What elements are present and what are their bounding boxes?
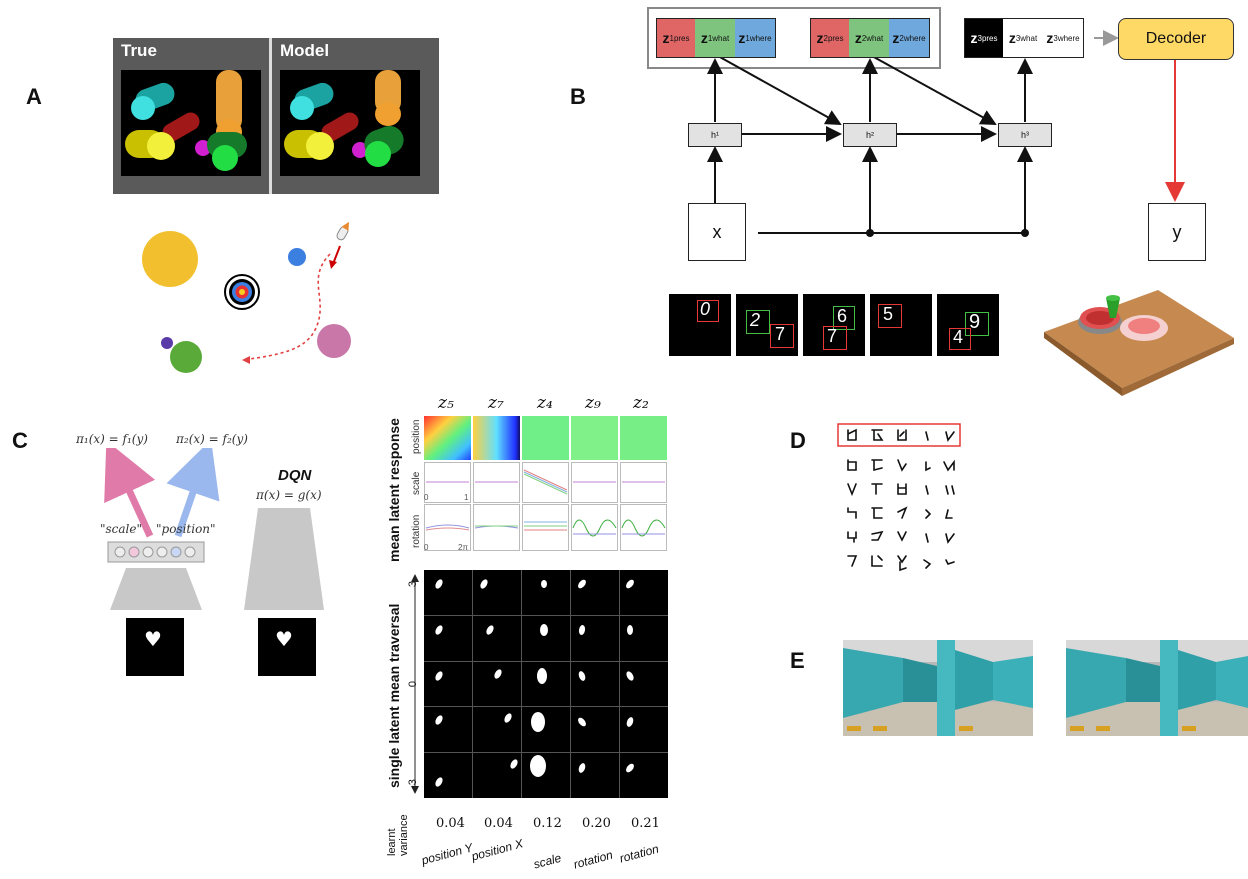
- traversal-grid: [424, 570, 668, 798]
- z-group-3: z 3 pres z 3 what z 3 where: [964, 18, 1084, 58]
- latent-header: z₅: [438, 393, 454, 413]
- variance-value: 0.04: [436, 816, 465, 831]
- latent-header: z₇: [488, 393, 504, 413]
- maze-frame-2: [1066, 640, 1248, 736]
- mnist-example: 6 7: [803, 294, 865, 356]
- digit: 9: [969, 311, 981, 333]
- latent-header: z₉: [585, 393, 601, 413]
- latent-header: z₂: [633, 393, 649, 413]
- navigation-scene: [142, 221, 351, 373]
- traversal-label: single latent mean traversal: [386, 603, 402, 788]
- z-group-1: z 1 pres z 1 what z 1 where: [656, 18, 776, 58]
- rotation-tick-2pi: 2π: [458, 543, 468, 552]
- true-render: [121, 70, 261, 176]
- digit: 7: [775, 324, 786, 344]
- h-box-3: h³: [998, 123, 1052, 147]
- digit: 0: [700, 299, 711, 319]
- model-render: [280, 70, 420, 176]
- traversal-axis: [411, 574, 419, 794]
- maze-frame-1: [843, 640, 1033, 736]
- render-comparison: True Model: [113, 38, 439, 194]
- z-what-cell: z 3 what: [1003, 19, 1043, 57]
- position-word: "position": [156, 522, 216, 536]
- factor-name: position X: [470, 836, 525, 864]
- latent-header: z₄: [537, 393, 553, 413]
- bbox-red: [949, 328, 971, 350]
- factor-name: rotation: [618, 841, 661, 866]
- factor-name: position Y: [420, 840, 475, 868]
- factor-name: scale: [532, 850, 563, 872]
- z-pres-cell: z 2 pres: [811, 19, 849, 57]
- digit: 7: [827, 326, 838, 346]
- scale-word: "scale": [100, 522, 143, 536]
- rotation-tick-0: 0: [424, 543, 429, 552]
- mnist-example: 2 7: [736, 294, 798, 356]
- h-box-1: h¹: [688, 123, 742, 147]
- omniglot-grid: [837, 423, 961, 572]
- air-architecture-diagram: [647, 7, 1185, 237]
- y-output-box: y: [1148, 203, 1206, 261]
- variance-value: 0.20: [582, 816, 611, 831]
- mnist-example: 5: [870, 294, 932, 356]
- true-label: True: [121, 41, 157, 60]
- mnist-example: 0: [669, 294, 731, 356]
- z-where-cell: z 1 where: [735, 19, 775, 57]
- mnist-example: 9 4: [937, 294, 999, 356]
- traversal-tick: 3: [407, 580, 420, 588]
- z-pres-cell: z 3 pres: [965, 19, 1003, 57]
- dqn-equation: π(x) = g(x): [256, 488, 322, 502]
- panel-e-letter: E: [790, 648, 805, 673]
- factor-name: rotation: [572, 847, 615, 872]
- bbox-red: [697, 300, 719, 322]
- pi2-equation: π₂(x) = f₂(y): [176, 432, 248, 446]
- digit: 4: [953, 327, 964, 347]
- traversal-tick: -3: [406, 779, 419, 789]
- panel-a-letter: A: [26, 84, 42, 109]
- h-box-2: h²: [843, 123, 897, 147]
- panel-d-letter: D: [790, 428, 806, 453]
- model-label: Model: [280, 41, 330, 60]
- z-group-2: z 2 pres z 2 what z 2 where: [810, 18, 930, 58]
- digit: 2: [750, 310, 761, 330]
- svg-text:♥: ♥: [275, 627, 293, 651]
- bbox-red: [878, 304, 902, 328]
- mean-latent-response-label: mean latent response: [386, 418, 402, 562]
- z-what-cell: z 1 what: [695, 19, 735, 57]
- bbox-green: [833, 306, 855, 330]
- pi1-equation: π₁(x) = f₁(y): [76, 432, 148, 446]
- x-input-box: x: [688, 203, 746, 261]
- variance-value: 0.21: [631, 816, 660, 831]
- z-where-cell: z 2 where: [889, 19, 929, 57]
- traversal-tick: 0: [407, 680, 420, 688]
- bbox-green: [746, 310, 770, 334]
- darla-diagram: ♥ ♥: [104, 448, 324, 676]
- divider: [269, 38, 272, 194]
- panel-c-letter: C: [12, 428, 28, 453]
- rocket-icon: [336, 221, 349, 241]
- svg-text:♥: ♥: [144, 627, 162, 651]
- panel-b-letter: B: [570, 84, 586, 109]
- learnt-variance-label: learnt variance: [386, 814, 410, 856]
- z-where-cell: z 3 where: [1043, 19, 1083, 57]
- scale-tick-1: 1: [464, 493, 469, 502]
- z-what-cell: z 2 what: [849, 19, 889, 57]
- table-scene: [1044, 290, 1234, 396]
- z-pres-cell: z 1 pres: [657, 19, 695, 57]
- variance-value: 0.12: [533, 816, 562, 831]
- scale-tick-0: 0: [424, 493, 429, 502]
- row-label-position: position: [411, 419, 422, 454]
- decoder-box: Decoder: [1118, 18, 1234, 60]
- digit: 5: [883, 304, 894, 324]
- dqn-title: DQN: [278, 467, 312, 484]
- variance-value: 0.04: [484, 816, 513, 831]
- bbox-red: [770, 324, 794, 348]
- digit: 6: [837, 306, 848, 326]
- bbox-green: [965, 312, 989, 336]
- row-label-rotation: rotation: [411, 514, 422, 548]
- bbox-red: [823, 326, 847, 350]
- row-label-scale: scale: [411, 471, 422, 495]
- latent-response-grid: [424, 416, 667, 551]
